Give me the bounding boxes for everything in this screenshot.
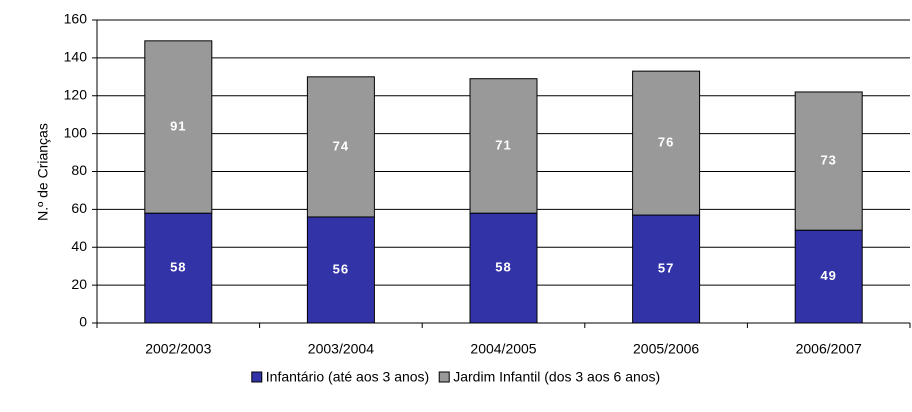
legend-label: Infantário (até aos 3 anos)	[266, 369, 429, 385]
y-axis-label: N.º de Crianças	[35, 123, 51, 221]
y-tick-label: 60	[71, 200, 87, 216]
legend-label: Jardim Infantil (dos 3 aos 6 anos)	[453, 369, 660, 385]
y-tick-label: 140	[64, 49, 88, 65]
y-tick-label: 100	[64, 124, 88, 140]
value-label: 91	[170, 118, 186, 133]
y-tick-label: 80	[71, 162, 87, 178]
bar-segment	[632, 214, 701, 324]
x-tick-label: 2005/2006	[633, 341, 699, 357]
value-label: 58	[170, 260, 186, 275]
bar-segment	[794, 91, 863, 231]
bar-segment	[144, 40, 213, 214]
legend-swatch	[438, 371, 450, 383]
value-label: 58	[495, 260, 511, 275]
x-tick-label: 2003/2004	[308, 341, 374, 357]
x-tick-label: 2004/2005	[470, 341, 536, 357]
bar-segment	[306, 76, 375, 218]
y-tick-label: 20	[71, 276, 87, 292]
y-tick-label: 120	[64, 86, 88, 102]
bar-segment	[632, 70, 701, 216]
value-label: 71	[495, 137, 511, 152]
y-tick-label: 0	[79, 314, 87, 330]
legend: Infantário (até aos 3 anos) Jardim Infant…	[251, 369, 660, 385]
bar-segment	[306, 216, 375, 324]
y-tick-label: 160	[64, 11, 88, 27]
bar-segment	[469, 78, 538, 214]
bar-segment	[794, 229, 863, 324]
value-label: 76	[658, 135, 674, 150]
x-tick-label: 2002/2003	[145, 341, 211, 357]
legend-swatch	[251, 371, 263, 383]
value-label: 56	[333, 261, 349, 276]
bar-segment	[469, 212, 538, 324]
value-label: 57	[658, 260, 674, 275]
x-tick-label: 2006/2007	[796, 341, 862, 357]
value-label: 74	[333, 138, 349, 153]
value-label: 49	[820, 268, 836, 283]
value-label: 73	[820, 153, 836, 168]
y-tick-label: 40	[71, 238, 87, 254]
